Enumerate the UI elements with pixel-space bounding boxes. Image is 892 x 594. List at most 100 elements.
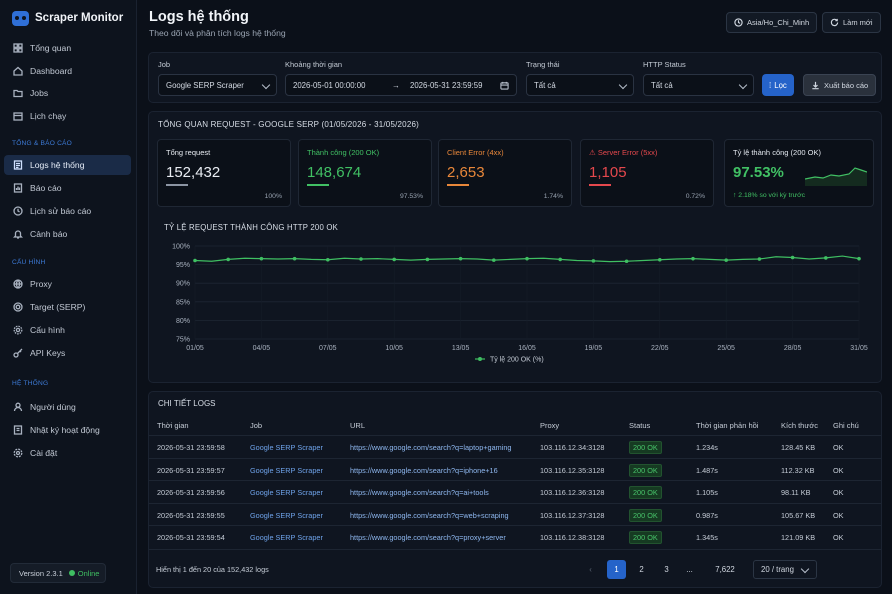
stat-label-text: Thành công (200 OK) — [307, 148, 380, 157]
cell-proxy: 103.116.12.36:3128 — [540, 488, 605, 498]
cell-job-link[interactable]: Google SERP Scraper — [250, 465, 323, 475]
pagination-summary: Hiển thị 1 đến 20 của 152,432 logs — [156, 565, 269, 574]
brand[interactable]: Scraper Monitor — [12, 9, 123, 27]
data-point — [193, 258, 197, 263]
sidebar-item-system-2[interactable]: Cài đặt — [4, 443, 131, 463]
data-point — [857, 256, 861, 261]
filter-label: Lọc — [774, 80, 787, 90]
sidebar-item-system-0[interactable]: Người dùng — [4, 397, 131, 417]
page-button[interactable]: 7,622 — [715, 565, 735, 574]
bell-icon — [13, 230, 23, 239]
table-row[interactable]: 2026-05-31 23:59:57 Google SERP Scraper ht… — [149, 457, 881, 481]
sidebar-item-items-1[interactable]: Dashboard — [4, 61, 131, 81]
sidebar-item-label: Người dùng — [30, 402, 76, 412]
sidebar-item-reports-1[interactable]: Báo cáo — [4, 178, 131, 198]
y-tick-label: 85% — [176, 299, 190, 306]
cell-url-link[interactable]: https://www.google.com/search?q=iphone+1… — [350, 465, 498, 475]
stat-percent: 1.74% — [543, 193, 563, 200]
date-range-picker[interactable]: 2026-05-01 00:00:00 → 2026-05-31 23:59:59 — [285, 74, 517, 96]
stat-card-2: Client Error (4xx) 2,653 1.74% — [438, 139, 572, 207]
stat-percent: 100% — [264, 193, 282, 200]
overview-title: TỔNG QUAN REQUEST - GOOGLE SERP (01/05/2… — [158, 120, 419, 129]
table-row[interactable]: 2026-05-31 23:59:58 Google SERP Scraper ht… — [149, 435, 881, 458]
column-header: Thời gian phản hồi — [696, 421, 759, 430]
success-rate-card: Tỷ lệ thành công (200 OK) 97.53% ↑ 2.18%… — [724, 139, 874, 207]
sidebar-item-reports-2[interactable]: Lịch sử báo cáo — [4, 201, 131, 221]
sidebar-item-config-0[interactable]: Proxy — [4, 274, 131, 294]
data-point — [392, 257, 396, 262]
stat-label: Client Error (4xx) — [447, 148, 504, 157]
status-badge: 200 OK — [629, 463, 662, 477]
overview-panel: TỔNG QUAN REQUEST - GOOGLE SERP (01/05/2… — [148, 111, 882, 383]
job-filter-label: Job — [158, 60, 171, 69]
sidebar-item-system-1[interactable]: Nhật ký hoạt động — [4, 420, 131, 440]
column-header: Status — [629, 421, 651, 430]
cell-url-link[interactable]: https://www.google.com/search?q=laptop+g… — [350, 443, 512, 452]
page-button[interactable]: 3 — [664, 565, 669, 574]
cell-note: OK — [833, 443, 844, 452]
sidebar-item-label: Logs hệ thống — [30, 160, 85, 170]
sidebar-item-config-2[interactable]: Cấu hình — [4, 320, 131, 340]
data-point — [824, 256, 828, 260]
export-button[interactable]: Xuất báo cáo — [803, 74, 877, 96]
table-row[interactable]: 2026-05-31 23:59:55 Google SERP Scraper ht… — [149, 502, 881, 526]
per-page-select[interactable]: 20 / trang — [753, 560, 817, 579]
timezone-button[interactable]: Asia/Ho_Chi_Minh — [726, 12, 818, 33]
prev-page-icon[interactable]: ‹ — [589, 565, 592, 574]
export-label: Xuất báo cáo — [824, 80, 869, 90]
sidebar-item-items-0[interactable]: Tổng quan — [4, 38, 131, 58]
refresh-icon — [830, 18, 839, 27]
cell-job-link[interactable]: Google SERP Scraper — [250, 533, 323, 543]
cell-job-link[interactable]: Google SERP Scraper — [250, 488, 323, 498]
cell-url-link[interactable]: https://www.google.com/search?q=web+scra… — [350, 510, 509, 520]
sidebar-item-label: Lịch sử báo cáo — [30, 206, 92, 216]
x-tick-label: 25/05 — [717, 345, 735, 352]
sidebar-item-items-3[interactable]: Lịch chạy — [4, 106, 131, 126]
data-point — [326, 257, 330, 262]
online-label: Online — [77, 568, 100, 578]
table-row[interactable]: 2026-05-31 23:59:56 Google SERP Scraper ht… — [149, 480, 881, 503]
home-icon — [13, 66, 23, 76]
stat-bar — [166, 184, 188, 186]
table-row[interactable]: 2026-05-31 23:59:54 Google SERP Scraper ht… — [149, 525, 881, 548]
stat-value: 152,432 — [166, 164, 221, 181]
refresh-button[interactable]: Làm mới — [822, 12, 881, 33]
sidebar-item-config-3[interactable]: API Keys — [4, 343, 131, 363]
stat-value: 1,105 — [589, 164, 627, 181]
refresh-label: Làm mới — [843, 18, 873, 27]
logs-icon — [13, 160, 23, 170]
sidebar-item-label: Nhật ký hoạt động — [30, 425, 100, 435]
page-button[interactable]: 1 — [607, 560, 626, 579]
sidebar-item-label: API Keys — [30, 348, 66, 358]
cell-url-link[interactable]: https://www.google.com/search?q=ai+tools — [350, 488, 489, 498]
key-icon — [13, 348, 23, 358]
stat-value: 148,674 — [307, 164, 362, 181]
sidebar-item-label: Cảnh báo — [30, 229, 68, 239]
sidebar-item-reports-3[interactable]: Cảnh báo — [4, 224, 131, 244]
data-point — [757, 257, 762, 261]
stat-label-text: Client Error (4xx) — [447, 148, 504, 157]
cell-job-link[interactable]: Google SERP Scraper — [250, 510, 323, 520]
download-icon — [812, 81, 819, 89]
legend-label: Tỷ lệ 200 OK (%) — [490, 357, 544, 364]
logs-title: CHI TIẾT LOGS — [158, 399, 216, 408]
filter-button[interactable]: ⁞ Lọc — [762, 74, 794, 96]
rate-label: Tỷ lệ thành công (200 OK) — [733, 148, 821, 157]
status-select[interactable]: Tất cả — [526, 74, 634, 96]
cell-job-link[interactable]: Google SERP Scraper — [250, 443, 323, 452]
cell-size: 121.09 KB — [781, 533, 816, 543]
cell-note: OK — [833, 533, 844, 543]
y-tick-label: 75% — [176, 337, 190, 344]
job-select[interactable]: Google SERP Scraper — [158, 74, 277, 96]
rate-sparkline — [805, 167, 867, 186]
sidebar-item-config-1[interactable]: Target (SERP) — [4, 297, 131, 317]
http-status-select[interactable]: Tất cả — [643, 74, 754, 96]
page-button[interactable]: 2 — [639, 565, 644, 574]
sidebar-item-reports-0[interactable]: Logs hệ thống — [4, 155, 131, 175]
cell-proxy: 103.116.12.38:3128 — [540, 533, 605, 543]
gear-icon — [13, 325, 23, 335]
column-header: Ghi chú — [833, 421, 859, 430]
stat-percent: 0.72% — [685, 193, 705, 200]
sidebar-item-items-2[interactable]: Jobs — [4, 83, 131, 103]
cell-url-link[interactable]: https://www.google.com/search?q=proxy+se… — [350, 533, 506, 543]
